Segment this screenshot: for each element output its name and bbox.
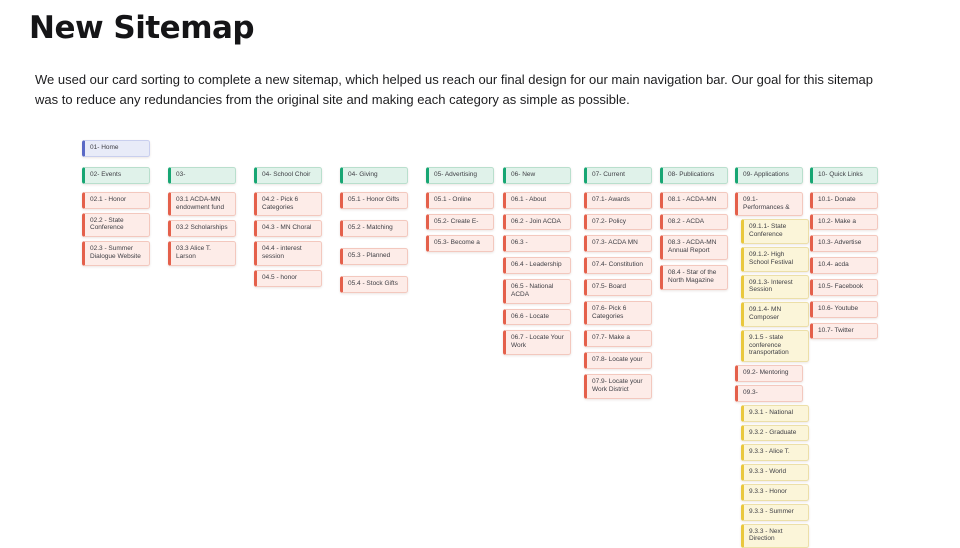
- sitemap-page-card[interactable]: 05.1 - Honor Gifts: [340, 192, 408, 209]
- sitemap-category-card[interactable]: 10- Quick Links: [810, 167, 878, 184]
- sitemap-card-home[interactable]: 01- Home: [82, 140, 150, 157]
- sitemap-page-card[interactable]: 05.4 - Stock Gifts: [340, 276, 408, 293]
- sitemap-page-card[interactable]: 10.2- Make a: [810, 213, 878, 231]
- sitemap-card-stack: 03.1 ACDA-MN endowment fund 03.2 Scholars…: [168, 191, 248, 266]
- sitemap-page-card[interactable]: 02.2 - State Conference: [82, 212, 150, 238]
- sitemap-page-card[interactable]: 09.1- Performances &: [735, 191, 803, 217]
- sitemap-page-card[interactable]: 03.1 ACDA-MN endowment fund: [168, 191, 236, 217]
- sitemap-column-6: 06- New 06.1 - About 06.2 - Join ACDA 06.3…: [503, 167, 583, 355]
- sitemap-card-stack: 09.1- Performances & 09.1.1- State Confer…: [735, 191, 815, 548]
- sitemap-card-stack: 02.1 - Honor 02.2 - State Conference 02.3 …: [82, 191, 162, 266]
- sitemap-page-card[interactable]: 05.3 - Planned: [340, 248, 408, 265]
- sitemap-page-card[interactable]: 05.3- Become a: [426, 235, 494, 253]
- sitemap-page-card[interactable]: 06.7 - Locate Your Work: [503, 330, 571, 355]
- sitemap-page-card[interactable]: 07.8- Locate your: [584, 352, 652, 369]
- sitemap-category-card[interactable]: 05- Advertising: [426, 167, 494, 184]
- sitemap-page-card[interactable]: 02.3 - Summer Dialogue Website: [82, 241, 150, 266]
- sitemap-page-card[interactable]: 08.1 - ACDA-MN: [660, 191, 728, 209]
- sitemap-subpage-card[interactable]: 9.3.3 - Summer: [741, 503, 809, 521]
- sitemap-page-card[interactable]: 08.2 - ACDA: [660, 213, 728, 231]
- sitemap-subpage-card[interactable]: 9.3.1 - National: [741, 404, 809, 422]
- sitemap-page-card[interactable]: 02.1 - Honor: [82, 191, 150, 209]
- sitemap-page-card[interactable]: 04.3 - MN Choral: [254, 220, 322, 238]
- sitemap-page-card[interactable]: 10.3- Advertise: [810, 235, 878, 253]
- sitemap-page-card[interactable]: 03.3 Alice T. Larson: [168, 241, 236, 266]
- sitemap-page-card[interactable]: 05.2- Create E-: [426, 213, 494, 231]
- sitemap-column-5: 05- Advertising 05.1 - Online 05.2- Creat…: [426, 167, 506, 253]
- sitemap-page-card[interactable]: 06.3 -: [503, 235, 571, 253]
- sitemap-card-stack: 04.2 - Pick 6 Categories 04.3 - MN Choral…: [254, 191, 334, 287]
- sitemap-page-card[interactable]: 03.2 Scholarships: [168, 220, 236, 238]
- sitemap-category-card[interactable]: 06- New: [503, 167, 571, 184]
- sitemap-subpage-card[interactable]: 9.3.3 - Alice T.: [741, 444, 809, 462]
- sitemap-page-card[interactable]: 10.5- Facebook: [810, 278, 878, 296]
- sitemap-page-card[interactable]: 09.3-: [735, 384, 803, 402]
- sitemap-page-card[interactable]: 08.4 - Star of the North Magazine: [660, 264, 728, 290]
- sitemap-page-card[interactable]: 04.5 - honor: [254, 269, 322, 287]
- sitemap-page-card[interactable]: 08.3 - ACDA-MN Annual Report: [660, 235, 728, 260]
- sitemap-card-stack: 10.1- Donate 10.2- Make a 10.3- Advertise 1…: [810, 191, 890, 340]
- sitemap-subpage-card[interactable]: 9.3.2 - Graduate: [741, 424, 809, 442]
- sitemap-subpage-card[interactable]: 9.3.3 - World: [741, 464, 809, 481]
- sitemap-column-9: 09- Applications 09.1- Performances & 09.…: [735, 167, 815, 548]
- sitemap-page-card[interactable]: 06.1 - About: [503, 191, 571, 209]
- sitemap-subpage-card[interactable]: 09.1.3- Interest Session: [741, 274, 809, 300]
- sitemap-page-card[interactable]: 04.2 - Pick 6 Categories: [254, 191, 322, 217]
- sitemap-category-card[interactable]: 08- Publications: [660, 167, 728, 184]
- sitemap-page-card[interactable]: 07.7- Make a: [584, 330, 652, 348]
- sitemap-column-10: 10- Quick Links 10.1- Donate 10.2- Make a…: [810, 167, 890, 340]
- sitemap-page-card[interactable]: 05.1 - Online: [426, 191, 494, 209]
- sitemap-subpage-card[interactable]: 9.3.3 - Honor: [741, 483, 809, 501]
- sitemap-column-8: 08- Publications 08.1 - ACDA-MN 08.2 - AC…: [660, 167, 740, 290]
- sitemap-page-card[interactable]: 07.5- Board: [584, 278, 652, 296]
- sitemap-page-card[interactable]: 10.6- Youtube: [810, 300, 878, 318]
- sitemap-category-card[interactable]: 07- Current: [584, 167, 652, 184]
- sitemap-page-card[interactable]: 07.6- Pick 6 Categories: [584, 300, 652, 326]
- sitemap-page-card[interactable]: 07.1- Awards: [584, 191, 652, 209]
- sitemap-page-card[interactable]: 07.2- Policy: [584, 213, 652, 231]
- page-title: New Sitemap: [29, 10, 255, 46]
- sitemap-subpage-card[interactable]: 9.1.5 - state conference transportation: [741, 329, 809, 363]
- sitemap-page-card[interactable]: 07.9- Locate your Work District: [584, 373, 652, 399]
- sitemap-category-card[interactable]: 04- Giving: [340, 167, 408, 184]
- sitemap-page-card[interactable]: 10.1- Donate: [810, 191, 878, 209]
- sitemap-column-3: 04- School Choir 04.2 - Pick 6 Categorie…: [254, 167, 334, 287]
- sitemap-subpage-card[interactable]: 09.1.4- MN Composer: [741, 302, 809, 327]
- sitemap-board: 01- Home 02- Events 02.1 - Honor 02.2 - S…: [82, 140, 882, 548]
- sitemap-column-7: 07- Current 07.1- Awards 07.2- Policy 07.3…: [584, 167, 664, 399]
- sitemap-page-card[interactable]: 09.2- Mentoring: [735, 365, 803, 382]
- sitemap-category-card[interactable]: 02- Events: [82, 167, 150, 184]
- sitemap-subpage-card[interactable]: 09.1.2- High School Festival: [741, 246, 809, 272]
- sitemap-card-stack: 06.1 - About 06.2 - Join ACDA 06.3 - 06.4 -…: [503, 191, 583, 355]
- sitemap-subpage-card[interactable]: 9.3.3 - Next Direction: [741, 523, 809, 548]
- sitemap-column-1: 02- Events 02.1 - Honor 02.2 - State Conf…: [82, 167, 162, 266]
- sitemap-card-stack: 07.1- Awards 07.2- Policy 07.3- ACDA MN 07.…: [584, 191, 664, 399]
- sitemap-page-card[interactable]: 07.4- Constitution: [584, 257, 652, 274]
- sitemap-subpage-card[interactable]: 09.1.1- State Conference: [741, 219, 809, 244]
- sitemap-page-card[interactable]: 06.6 - Locate: [503, 308, 571, 326]
- page-description: We used our card sorting to complete a n…: [35, 72, 873, 108]
- sitemap-category-card[interactable]: 09- Applications: [735, 167, 803, 184]
- sitemap-page-card[interactable]: 05.2 - Matching: [340, 220, 408, 237]
- sitemap-page-card[interactable]: 06.5 - National ACDA: [503, 278, 571, 304]
- sitemap-card-stack: 08.1 - ACDA-MN 08.2 - ACDA 08.3 - ACDA-MN …: [660, 191, 740, 290]
- sitemap-card-stack: 05.1 - Honor Gifts 05.2 - Matching 05.3 - …: [340, 192, 420, 293]
- sitemap-page-card[interactable]: 06.4 - Leadership: [503, 257, 571, 274]
- sitemap-card-stack: 05.1 - Online 05.2- Create E- 05.3- Become…: [426, 191, 506, 253]
- sitemap-page-card[interactable]: 07.3- ACDA MN: [584, 235, 652, 253]
- sitemap-column-4: 04- Giving 05.1 - Honor Gifts 05.2 - Matc…: [340, 167, 420, 293]
- sitemap-page-card[interactable]: 06.2 - Join ACDA: [503, 213, 571, 231]
- sitemap-page-card[interactable]: 10.4- acda: [810, 257, 878, 274]
- sitemap-page-card[interactable]: 04.4 - interest session: [254, 241, 322, 266]
- sitemap-category-card[interactable]: 04- School Choir: [254, 167, 322, 184]
- sitemap-page-card[interactable]: 10.7- Twitter: [810, 322, 878, 340]
- sitemap-column-2: 03- 03.1 ACDA-MN endowment fund 03.2 Scho…: [168, 167, 248, 266]
- sitemap-category-card[interactable]: 03-: [168, 167, 236, 184]
